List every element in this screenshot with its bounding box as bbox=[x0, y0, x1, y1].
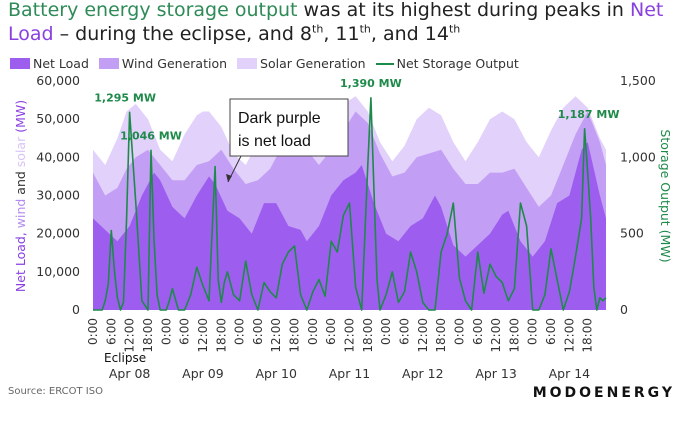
day-label: Apr 12 bbox=[402, 366, 444, 381]
peak-labels: 1,295 MW 1,046 MW 1,390 MW 1,187 MW bbox=[94, 77, 619, 143]
peak-label: 1,046 MW bbox=[120, 129, 182, 142]
x-tick-label: 18:00 bbox=[288, 318, 302, 353]
right-tick-label: 1,000 bbox=[620, 149, 656, 164]
left-tick-label: 0 bbox=[72, 302, 80, 317]
left-axis-label-part: wind bbox=[13, 199, 28, 229]
right-tick-label: 0 bbox=[620, 302, 628, 317]
legend-label-net-load: Net Load bbox=[33, 56, 89, 71]
legend-item-net-load: Net Load bbox=[10, 56, 89, 71]
x-tick-label: 0:00 bbox=[159, 318, 173, 345]
callout-box bbox=[229, 98, 349, 157]
callout-line-1: Dark purple bbox=[238, 110, 321, 127]
left-tick-label: 10,000 bbox=[36, 264, 80, 279]
x-tick-label: 12:00 bbox=[196, 318, 210, 353]
right-tick-label: 500 bbox=[620, 226, 644, 241]
day-label: Apr 13 bbox=[475, 366, 517, 381]
x-tick-label: 0:00 bbox=[526, 318, 540, 345]
title-sup-2: th bbox=[359, 22, 371, 36]
left-tick-label: 30,000 bbox=[36, 188, 80, 203]
peak-label: 1,187 MW bbox=[558, 108, 620, 121]
axes: 0 10,000 20,000 30,000 40,000 50,000 60,000 0 50… bbox=[13, 73, 673, 381]
legend-swatch-net-load bbox=[10, 58, 30, 69]
x-tick-label: 12:00 bbox=[123, 318, 137, 353]
x-tick-label: 12:00 bbox=[416, 318, 430, 353]
x-tick-label: 0:00 bbox=[452, 318, 466, 345]
x-tick-label: 6:00 bbox=[251, 318, 265, 345]
callout-line-2: is net load bbox=[238, 133, 311, 150]
title-part-6: , and 14 bbox=[370, 23, 449, 45]
storage-line-layer bbox=[93, 97, 607, 311]
legend: Net Load Wind Generation Solar Generatio… bbox=[10, 56, 529, 71]
left-tick-label: 40,000 bbox=[36, 149, 80, 164]
day-label: Apr 14 bbox=[549, 366, 591, 381]
title-part-3: Net Load bbox=[8, 0, 664, 45]
legend-swatch-storage bbox=[375, 62, 394, 65]
brand-logo: MODOENERGY bbox=[532, 385, 675, 401]
chart-title: Battery energy storage output was at its… bbox=[8, 0, 676, 46]
annotation-callout: Dark purple is net load bbox=[226, 98, 349, 183]
day-label: Apr 11 bbox=[329, 366, 371, 381]
right-axis-label: Storage Output (MW) bbox=[658, 129, 673, 262]
x-tick-label: 6:00 bbox=[324, 318, 338, 345]
net-load-area bbox=[93, 142, 606, 310]
callout-arrowhead bbox=[226, 174, 232, 182]
title-sup-1: th bbox=[312, 22, 324, 36]
day-label: Apr 08 bbox=[109, 366, 151, 381]
x-tick-label: 0:00 bbox=[306, 318, 320, 345]
x-tick-label: 6:00 bbox=[104, 318, 118, 345]
right-tick-label: 1,500 bbox=[620, 73, 656, 88]
left-axis-label: Net Load, wind and solar (MW) bbox=[13, 100, 28, 292]
title-part-4: – during the eclipse, and 8 bbox=[53, 23, 313, 45]
title-sup-3: th bbox=[448, 22, 461, 36]
x-tick-label: 0:00 bbox=[379, 318, 393, 345]
title-part-2: was at its highest during peaks in bbox=[297, 0, 630, 21]
x-tick-label: 0:00 bbox=[86, 318, 100, 345]
eclipse-label: Eclipse bbox=[104, 351, 146, 365]
x-tick-label: 6:00 bbox=[178, 318, 192, 345]
x-tick-label: 18:00 bbox=[507, 318, 521, 353]
left-axis-label-part: (MW) bbox=[13, 100, 28, 137]
x-tick-label: 18:00 bbox=[361, 318, 375, 353]
legend-item-solar: Solar Generation bbox=[237, 56, 366, 71]
legend-label-wind: Wind Generation bbox=[121, 56, 228, 71]
legend-item-storage: Net Storage Output bbox=[375, 56, 519, 71]
x-tick-label: 12:00 bbox=[343, 318, 357, 353]
left-tick-label: 20,000 bbox=[36, 226, 80, 241]
legend-label-storage: Net Storage Output bbox=[396, 56, 519, 71]
left-tick-label: 50,000 bbox=[36, 111, 80, 126]
left-tick-label: 60,000 bbox=[36, 73, 80, 88]
left-axis-label-part: Net Load, bbox=[13, 228, 28, 292]
x-tick-label: 18:00 bbox=[214, 318, 228, 353]
source-note: Source: ERCOT ISO bbox=[8, 386, 103, 397]
peak-label: 1,295 MW bbox=[94, 91, 156, 104]
x-tick-label: 18:00 bbox=[434, 318, 448, 353]
x-tick-label: 0:00 bbox=[233, 318, 247, 345]
peak-label: 1,390 MW bbox=[340, 77, 402, 90]
day-label: Apr 09 bbox=[182, 366, 224, 381]
x-tick-label: 6:00 bbox=[471, 318, 485, 345]
x-tick-label: 6:00 bbox=[397, 318, 411, 345]
day-label: Apr 10 bbox=[255, 366, 297, 381]
legend-swatch-solar bbox=[237, 58, 258, 69]
x-tick-label: 6:00 bbox=[544, 318, 558, 345]
x-tick-label: 18:00 bbox=[581, 318, 595, 353]
area-layers bbox=[93, 96, 606, 310]
x-tick-label: 12:00 bbox=[269, 318, 283, 353]
title-part-5: , 11 bbox=[323, 23, 360, 45]
x-tick-label: 12:00 bbox=[489, 318, 503, 353]
left-axis-label-part: and bbox=[13, 167, 28, 198]
x-tick-label: 12:00 bbox=[562, 318, 576, 353]
left-axis-label-part: solar bbox=[13, 136, 28, 167]
legend-swatch-wind bbox=[98, 58, 119, 69]
title-part-1: Battery energy storage output bbox=[8, 0, 298, 21]
legend-label-solar: Solar Generation bbox=[260, 56, 366, 71]
x-tick-label: 18:00 bbox=[141, 318, 155, 353]
legend-item-wind: Wind Generation bbox=[98, 56, 228, 71]
net-storage-output-line bbox=[93, 97, 607, 311]
